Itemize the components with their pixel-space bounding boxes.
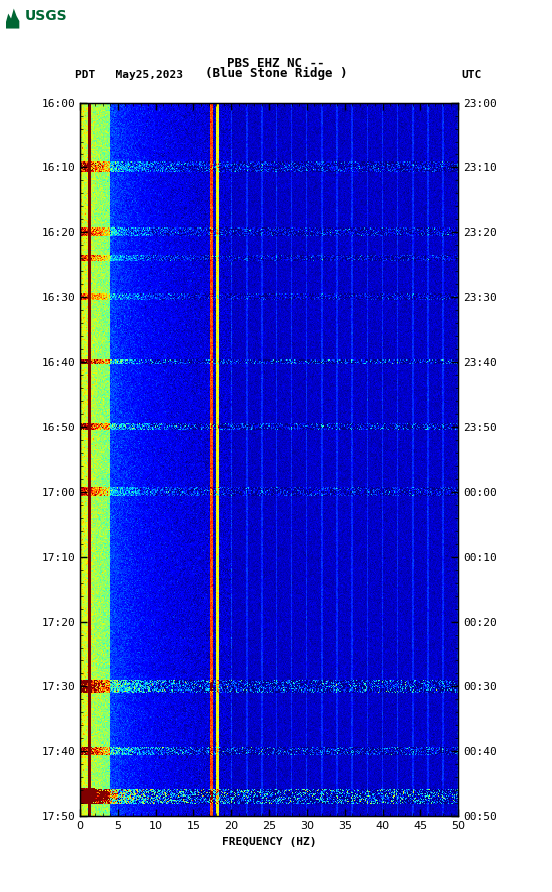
Text: PBS EHZ NC --: PBS EHZ NC -- — [227, 56, 325, 70]
Text: (Blue Stone Ridge ): (Blue Stone Ridge ) — [205, 67, 347, 80]
Text: USGS: USGS — [25, 9, 67, 23]
Text: PDT   May25,2023: PDT May25,2023 — [75, 70, 183, 80]
Text: UTC: UTC — [461, 70, 481, 80]
X-axis label: FREQUENCY (HZ): FREQUENCY (HZ) — [222, 837, 316, 847]
Polygon shape — [6, 9, 19, 29]
